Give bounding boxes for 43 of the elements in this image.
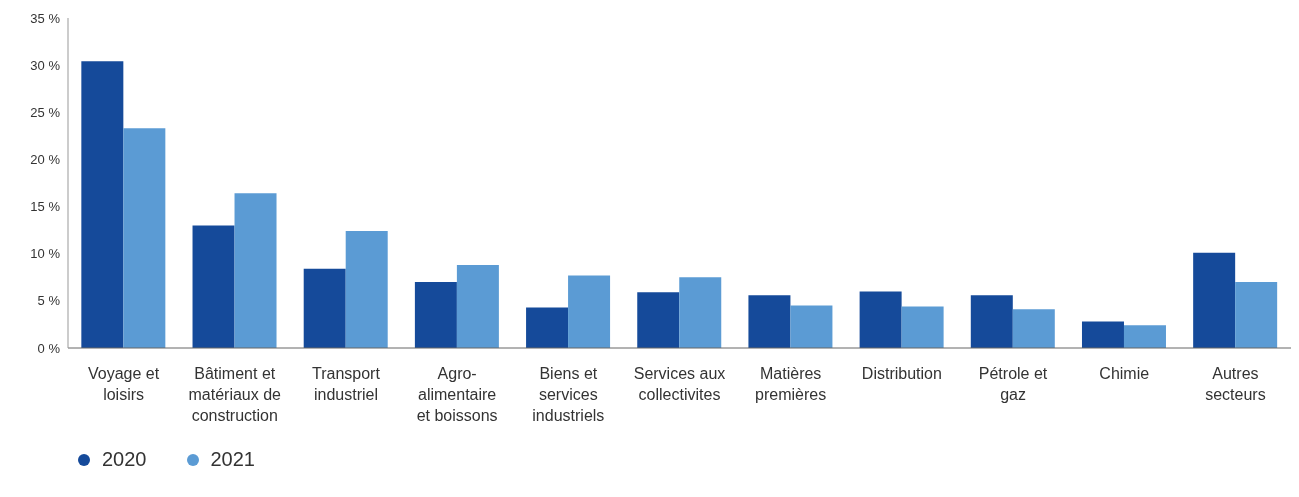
bar <box>345 231 388 348</box>
x-tick-label: Services aux collectivites <box>633 364 726 403</box>
bar <box>192 225 235 348</box>
bar <box>81 61 124 348</box>
y-tick-label: 5 % <box>37 293 61 309</box>
y-tick-label: 35 % <box>30 10 61 26</box>
x-tick-label: Transport industriel <box>312 364 381 403</box>
legend-label: 2020 <box>102 448 147 471</box>
bar <box>1012 309 1055 348</box>
x-tick-label: Voyage et loisirs <box>88 364 160 403</box>
bar <box>303 268 346 348</box>
bar <box>790 305 833 348</box>
y-tick-label: 0 % <box>37 340 61 356</box>
bar <box>1193 252 1236 348</box>
bar <box>859 291 902 348</box>
bar <box>901 306 944 348</box>
bar <box>748 295 791 348</box>
x-tick-label: Autres secteurs <box>1205 364 1266 403</box>
bar <box>456 265 499 348</box>
y-tick-label: 15 % <box>30 199 61 215</box>
y-tick-label: 20 % <box>30 152 61 168</box>
bar <box>1235 282 1278 348</box>
x-tick-label: Matières premières <box>755 364 827 403</box>
legend-label: 2021 <box>210 448 255 471</box>
x-tick-label: Pétrole et gaz <box>978 364 1048 403</box>
y-tick-label: 10 % <box>30 246 61 262</box>
bar <box>679 277 722 348</box>
x-tick-label: Bâtiment et matériaux de construction <box>188 364 282 424</box>
bar <box>234 193 277 348</box>
bar <box>123 128 166 348</box>
bar <box>526 307 569 348</box>
bar <box>414 282 457 348</box>
y-tick-label: 30 % <box>30 57 61 73</box>
bar <box>637 292 680 348</box>
y-tick-label: 25 % <box>30 104 61 120</box>
x-tick-label: Chimie <box>1099 364 1150 382</box>
bar <box>1081 321 1124 348</box>
x-tick-label: Agro-alimentaire et boissons <box>416 364 498 424</box>
bar <box>568 275 611 348</box>
x-tick-label: Biens et services industriels <box>532 364 605 424</box>
bar <box>1123 325 1166 348</box>
x-tick-label: Distribution <box>861 364 942 382</box>
bar <box>970 295 1013 348</box>
